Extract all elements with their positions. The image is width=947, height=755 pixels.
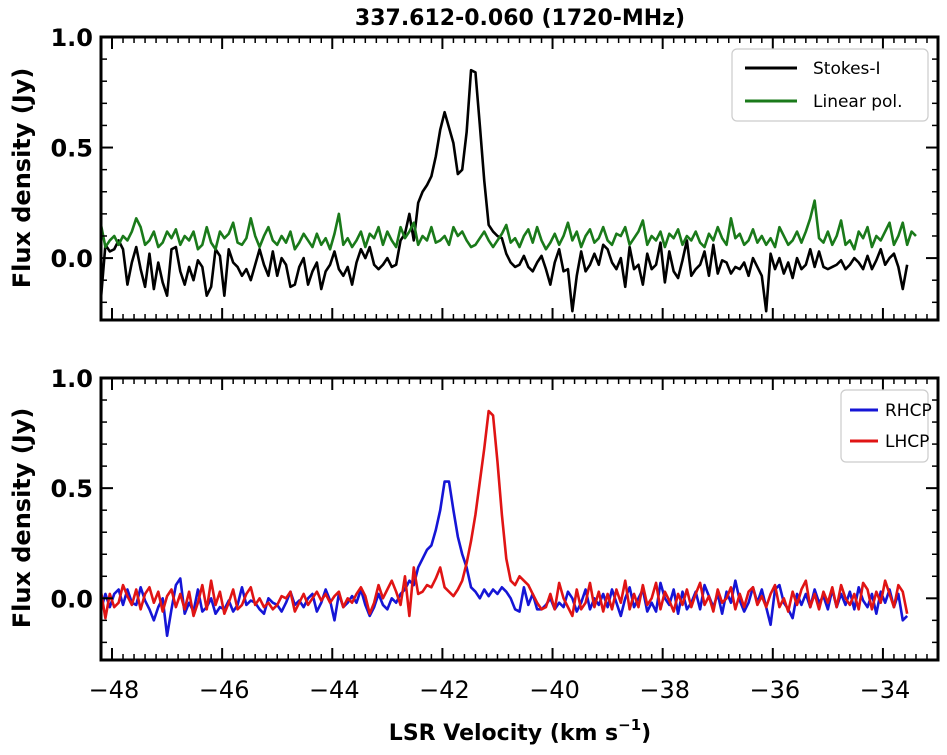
- x-tick-label: −38: [639, 676, 690, 704]
- x-tick-labels: −48 −46 −44 −42 −40 −38 −36 −34: [89, 676, 911, 704]
- top-panel-ylabel: Flux density (Jy): [8, 68, 36, 289]
- y-tick-label: 1.0: [50, 24, 93, 52]
- legend-label-lhcp: LHCP: [885, 432, 929, 452]
- series-line-rhcp: [99, 480, 909, 638]
- legend-label-stokes-i: Stokes-I: [813, 59, 881, 79]
- y-tick-label: 0.0: [50, 245, 93, 273]
- y-tick-label: 0.5: [50, 135, 93, 163]
- x-tick-label: −34: [860, 676, 911, 704]
- y-tick-label: 0.5: [50, 475, 93, 503]
- top-panel: Flux density (Jy) 0.0 0.5 1.0 Stokes-I Lin…: [8, 24, 940, 322]
- y-tick-label: 1.0: [50, 365, 93, 393]
- bottom-panel-frame: [99, 376, 940, 662]
- series-line-stokes-i: [99, 68, 909, 313]
- x-tick-label: −48: [89, 676, 140, 704]
- x-tick-label: −40: [529, 676, 580, 704]
- chart-title: 337.612-0.060 (1720-MHz): [355, 6, 685, 31]
- top-legend: Stokes-I Linear pol.: [731, 48, 929, 122]
- x-tick-label: −36: [749, 676, 800, 704]
- bottom-legend: RHCP LHCP: [840, 389, 932, 463]
- bottom-panel-ylabel: Flux density (Jy): [8, 408, 36, 629]
- x-tick-label: −44: [309, 676, 360, 704]
- legend-label-rhcp: RHCP: [885, 401, 932, 421]
- legend-box: [840, 389, 929, 463]
- x-tick-label: −42: [419, 676, 470, 704]
- x-tick-label: −46: [199, 676, 250, 704]
- bottom-panel: Flux density (Jy) 0.0 0.5 1.0 RHCP LHCP: [8, 365, 940, 662]
- legend-label-linear-pol: Linear pol.: [813, 92, 903, 112]
- series-line-linear-pol: [99, 199, 917, 251]
- top-panel-frame: [99, 35, 940, 322]
- series-line-lhcp: [99, 409, 909, 620]
- x-axis-label: LSR Velocity (km s−1): [389, 716, 651, 746]
- y-tick-label: 0.0: [50, 585, 93, 613]
